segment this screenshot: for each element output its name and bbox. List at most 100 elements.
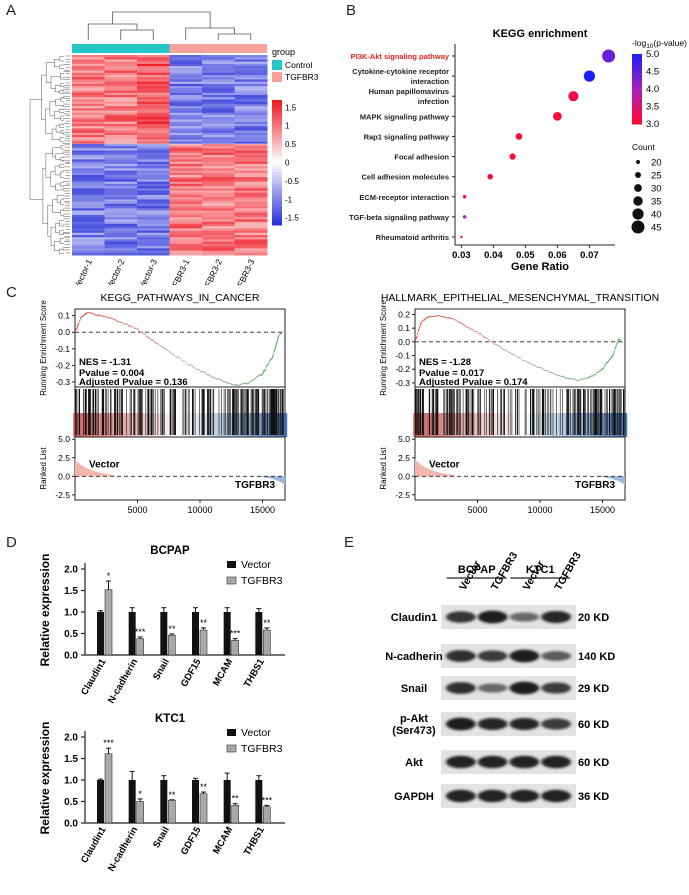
- gsea-es-curve: [418, 326, 421, 329]
- gsea-es-curve: [155, 341, 159, 345]
- heatmap-cell: [169, 132, 203, 136]
- bar-tgfbr3: [263, 806, 271, 824]
- bar-category-label: MCAM: [211, 825, 235, 856]
- heatmap-cell: [202, 243, 235, 247]
- gsea-es-curve: [554, 373, 557, 376]
- heatmap-cell: [169, 168, 203, 172]
- bar-ytick-label: 1.5: [64, 586, 78, 597]
- legend-label-tgfbr3: TGFBR3: [241, 575, 283, 587]
- heatmap-cell: [202, 159, 235, 163]
- heatmap-cell: [72, 179, 105, 183]
- heatmap-cell: [169, 170, 203, 174]
- heatmap-cell: [169, 63, 203, 67]
- heatmap-cell: [72, 201, 105, 205]
- heatmap-cell: [202, 246, 235, 249]
- gsea-plot-emt: HALLMARK_EPITHELIAL_MESENCHYMAL_TRANSITI…: [379, 292, 659, 515]
- gsea-es-curve: [456, 320, 460, 323]
- heatmap-cell: [169, 143, 203, 147]
- heatmap-cell: [169, 75, 203, 78]
- colorbar-step: [272, 165, 282, 170]
- heatmap-cell: [137, 57, 170, 60]
- heatmap-cell: [202, 206, 235, 209]
- gsea-ranked-ylabel: Ranked List: [39, 447, 48, 490]
- significance-marker: **: [168, 624, 176, 634]
- heatmap-cell: [72, 68, 105, 72]
- group-legend-title: group: [272, 47, 295, 57]
- heatmap-cell: [104, 130, 138, 134]
- heatmap-cell: [202, 175, 235, 178]
- heatmap-cell: [104, 115, 138, 118]
- dendrogram-branch: [87, 23, 138, 40]
- gsea-rank-heat: [130, 413, 135, 437]
- heatmap-cell: [169, 126, 203, 129]
- bar-category-label: Snail: [151, 657, 172, 682]
- gsea-es-curve: [151, 339, 155, 342]
- heatmap-cell: [72, 63, 105, 67]
- gsea-rank-heat: [98, 413, 103, 437]
- heatmap-cell: [137, 170, 170, 174]
- colorbar-step: [272, 184, 282, 188]
- colorbar-step: [272, 196, 282, 201]
- heatmap-cell: [202, 208, 235, 212]
- heatmap-cell: [137, 90, 170, 94]
- gsea-es-curve: [416, 332, 419, 335]
- heatmap-cell: [72, 119, 105, 123]
- heatmap-cell: [202, 72, 235, 76]
- gsea-es-curve: [479, 332, 482, 336]
- heatmap-cell: [202, 226, 235, 229]
- heatmap-cell: [104, 86, 138, 89]
- heatmap-cell: [169, 97, 203, 100]
- colorbar-tick: -1.5: [285, 214, 299, 223]
- gsea-xtick-label: 5000: [127, 505, 147, 515]
- heatmap-cell: [72, 226, 105, 229]
- heatmap-cell: [137, 99, 170, 103]
- colorbar-tick: 0: [285, 159, 290, 168]
- colorbar-step: [272, 171, 282, 176]
- gsea-es-curve: [272, 354, 275, 358]
- heatmap-cell: [169, 221, 203, 225]
- kegg-size-dot: [632, 208, 644, 220]
- gsea-es-curve: [593, 373, 597, 376]
- heatmap-cell: [137, 97, 170, 100]
- bar-category-label: GDF15: [179, 656, 204, 689]
- colorbar-step: [272, 168, 282, 173]
- colorbar-step: [272, 209, 282, 213]
- heatmap-cell: [234, 132, 268, 136]
- heatmap-cell: [72, 83, 105, 87]
- heatmap-cell: [137, 215, 170, 218]
- heatmap-cell: [72, 57, 105, 60]
- gsea-rank-heat: [480, 413, 485, 437]
- colorbar-step: [272, 115, 282, 120]
- heatmap-cell: [202, 106, 235, 109]
- heatmap-cell: [202, 110, 235, 114]
- gsea-es-curve: [546, 369, 549, 372]
- heatmap-cell: [104, 148, 138, 152]
- heatmap-cell: [72, 99, 105, 103]
- gsea-es-ytick-label: 0.0: [398, 337, 410, 347]
- heatmap-cell: [202, 99, 235, 103]
- gsea-es-ylabel: Running Enrichment Score: [39, 300, 48, 396]
- heatmap-cell: [72, 159, 105, 163]
- heatmap-cell: [202, 119, 235, 123]
- gsea-ranked-negative-area: [595, 476, 625, 486]
- heatmap-cell: [72, 210, 105, 214]
- heatmap-cell: [72, 92, 105, 96]
- heatmap-cell: [72, 192, 105, 196]
- gsea-es-curve: [199, 370, 203, 373]
- gsea-es-curve: [139, 330, 142, 334]
- blot-band: [445, 682, 476, 694]
- heatmap-cell: [202, 92, 235, 96]
- heatmap-cell: [104, 108, 138, 112]
- kegg-colorbar-step: [632, 119, 642, 123]
- gsea-es-curve: [253, 377, 257, 380]
- kegg-colorbar-step: [632, 91, 642, 95]
- heatmap-cell: [137, 232, 170, 236]
- gsea-xtick-label: 15000: [590, 505, 615, 515]
- kegg-pathway-label: ECM-receptor interaction: [359, 193, 449, 202]
- heatmap-cell: [234, 201, 268, 205]
- colorbar-step: [272, 181, 282, 185]
- heatmap-cell: [72, 228, 105, 232]
- bar-category-label: Claudin1: [79, 656, 109, 697]
- heatmap-cell: [202, 235, 235, 238]
- panel-label-b: B: [346, 2, 357, 19]
